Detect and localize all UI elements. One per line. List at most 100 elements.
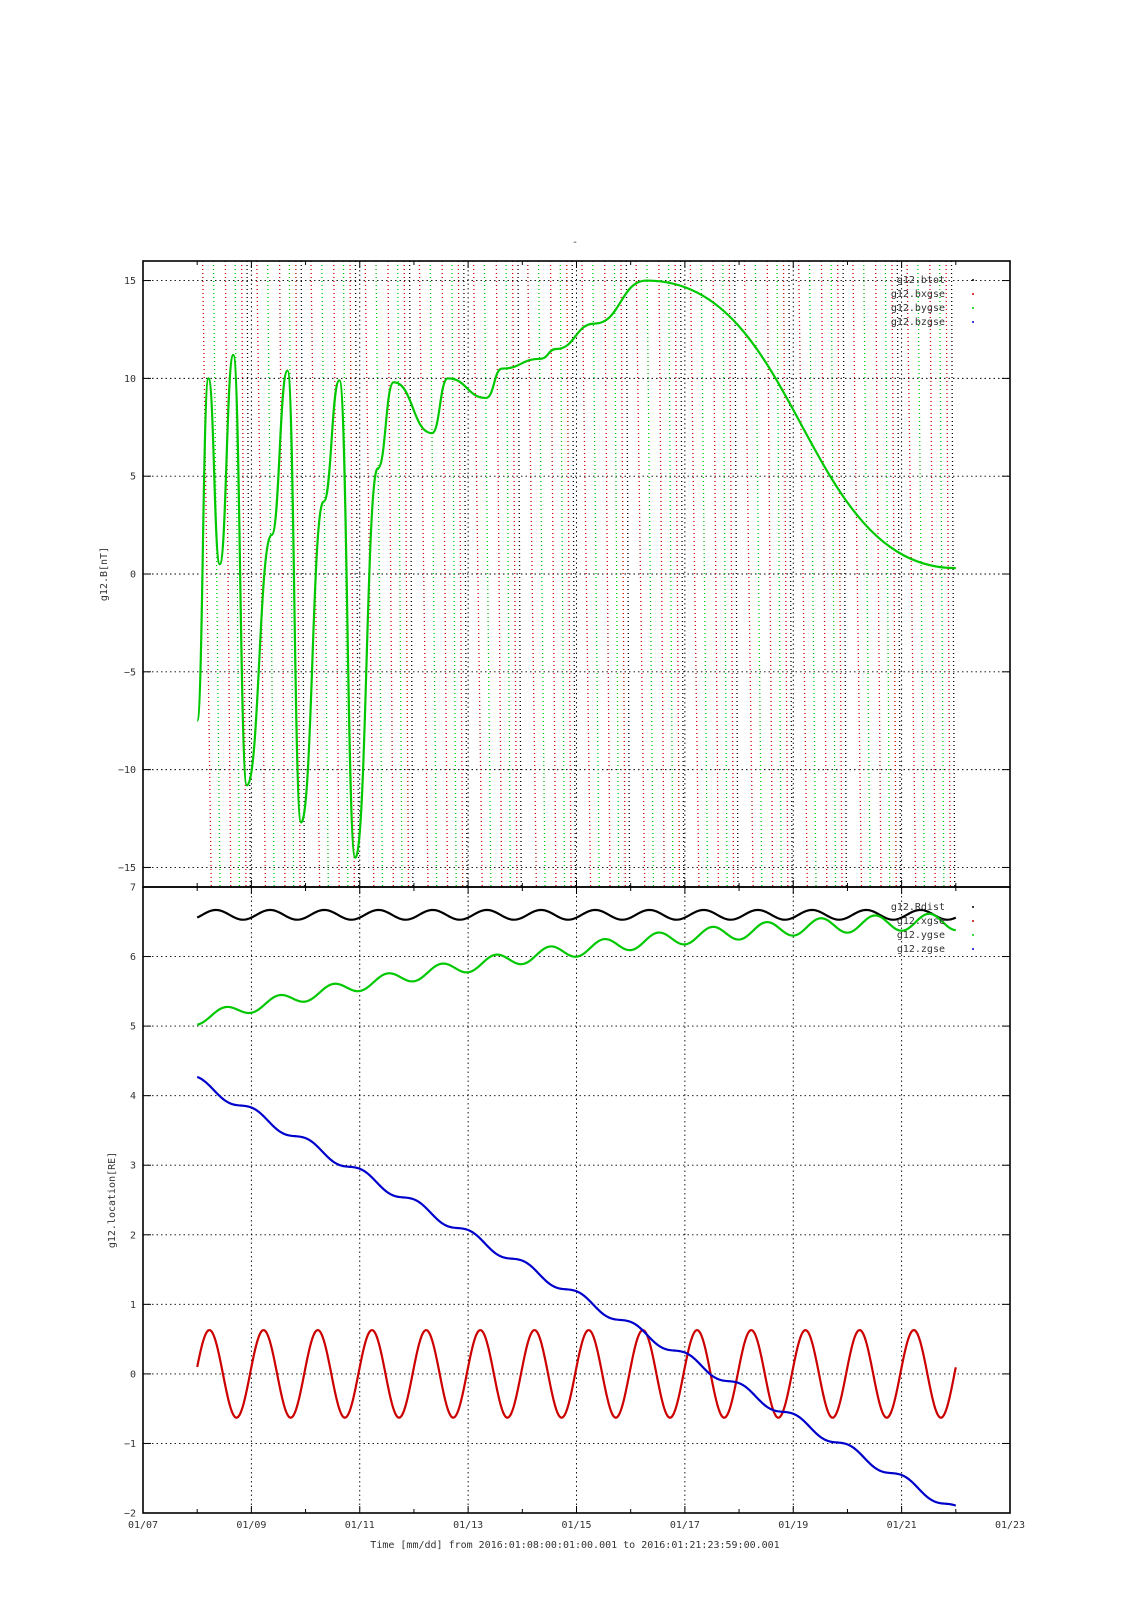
btot-trace — [571, 261, 577, 887]
magnetic-field-series — [196, 261, 956, 887]
bxgse-trace — [689, 261, 700, 887]
bxgse-trace — [511, 261, 518, 887]
magnetic-field-ticks: −15 −10 −5 0 5 10 15 — [118, 261, 1011, 887]
location-ylabel: g12.location[RE] — [107, 1152, 118, 1248]
y-tick-label: 15 — [124, 276, 136, 287]
location-ticks: 01/07 01/09 01/11 01/13 01/15 01/17 01/19 01/21… — [124, 883, 1025, 1532]
bygse-trace — [700, 261, 709, 887]
location-panel: 01/07 01/09 01/11 01/13 01/15 01/17 01/19 01/21… — [107, 883, 1025, 1532]
bygse-trace — [212, 261, 221, 887]
legend-label: g12.btot — [897, 275, 945, 286]
bygse-trace — [830, 261, 837, 887]
legend-label: g12.ygse — [897, 930, 945, 941]
bygse-trace — [722, 261, 728, 887]
y-tick-label: 6 — [130, 952, 136, 963]
bxgse-trace — [403, 261, 410, 887]
bxgse-trace — [674, 261, 681, 887]
bygse-trace — [505, 261, 512, 887]
btot-trace — [842, 261, 848, 887]
x-tick-label: 01/17 — [670, 1520, 700, 1531]
legend-marker — [972, 920, 974, 922]
bygse-trace — [483, 261, 492, 887]
btot-trace — [679, 261, 685, 887]
btot-trace — [788, 261, 793, 887]
bxgse-trace — [945, 261, 952, 887]
bygse-trace — [451, 261, 457, 887]
legend-marker — [972, 934, 974, 936]
btot-trace — [517, 261, 522, 887]
x-tick-label: 01/07 — [128, 1520, 158, 1531]
y-tick-label: 4 — [130, 1091, 136, 1102]
x-tick-label: 01/21 — [887, 1520, 917, 1531]
btot-trace — [246, 261, 251, 887]
time-axis-label: Time [mm/dd] from 2016:01:08:00:01:00.00… — [370, 1540, 779, 1551]
bygse-trace — [667, 261, 674, 887]
bygse-trace — [938, 261, 945, 887]
bygse-trace — [342, 261, 349, 887]
bxgse-trace — [728, 261, 735, 887]
legend-label: g12.bxgse — [891, 289, 945, 300]
y-tick-label: 7 — [130, 883, 136, 894]
bxgse-trace — [295, 261, 301, 887]
legend-marker — [972, 307, 974, 309]
bxgse-trace — [874, 261, 882, 887]
magnetic-field-ylabel: g12.B[nT] — [99, 547, 110, 601]
bxgse-trace — [566, 261, 572, 887]
bxgse-trace — [549, 261, 557, 887]
bygse-trace — [884, 261, 891, 887]
x-tick-label: 01/09 — [236, 1520, 266, 1531]
bxgse-trace — [364, 261, 375, 887]
legend-marker — [972, 906, 974, 908]
y-tick-label: 3 — [130, 1161, 136, 1172]
zgse-series — [196, 1075, 957, 1507]
y-tick-label: 1 — [130, 1300, 136, 1311]
bxgse-trace — [743, 261, 754, 887]
legend-marker — [972, 279, 974, 281]
legend-label: g12.zgse — [897, 944, 945, 955]
bxgse-trace — [712, 261, 720, 887]
bygse-trace — [537, 261, 546, 887]
x-tick-label: 01/15 — [561, 1520, 591, 1531]
bxgse-trace — [798, 261, 808, 887]
legend-marker — [972, 293, 974, 295]
legend-label: g12.bzgse — [891, 317, 945, 328]
bxgse-trace — [457, 261, 464, 887]
bygse-trace — [559, 261, 566, 887]
bygse-trace — [646, 261, 655, 887]
y-tick-label: −10 — [118, 765, 136, 776]
bxgse-trace — [906, 261, 917, 887]
bxgse-trace — [527, 261, 538, 887]
x-tick-label: 01/19 — [778, 1520, 808, 1531]
xgse-series — [196, 1328, 957, 1419]
bxgse-trace — [472, 261, 483, 887]
bygse-trace — [321, 261, 329, 887]
bygse-trace — [429, 261, 438, 887]
btot-trace — [300, 261, 306, 887]
page-title: - — [572, 237, 578, 248]
bxgse-trace — [278, 261, 286, 887]
bxgse-trace — [349, 261, 355, 887]
bxgse-trace — [581, 261, 592, 887]
y-tick-label: −2 — [124, 1509, 136, 1520]
magnetic-field-legend: g12.btot g12.bxgse g12.bygse g12.bzgse — [891, 275, 974, 328]
bygse-series — [196, 279, 956, 859]
bxgse-trace — [495, 261, 503, 887]
x-tick-label: 01/13 — [453, 1520, 483, 1531]
y-tick-label: −1 — [124, 1439, 136, 1450]
bxgse-trace — [224, 261, 232, 887]
rdist-series — [196, 908, 957, 921]
y-tick-label: −5 — [124, 667, 136, 678]
y-tick-label: 0 — [130, 570, 136, 581]
bygse-trace — [288, 261, 295, 887]
bxgse-trace — [837, 261, 843, 887]
btot-trace — [463, 261, 468, 887]
bxgse-trace — [604, 261, 611, 887]
legend-marker — [972, 321, 974, 323]
bxgse-trace — [891, 261, 897, 887]
bxgse-trace — [820, 261, 828, 887]
legend-label: g12.xgse — [897, 916, 945, 927]
y-tick-label: −15 — [118, 863, 136, 874]
btot-trace — [896, 261, 902, 887]
bxgse-trace — [201, 261, 212, 887]
bygse-trace — [917, 261, 926, 887]
